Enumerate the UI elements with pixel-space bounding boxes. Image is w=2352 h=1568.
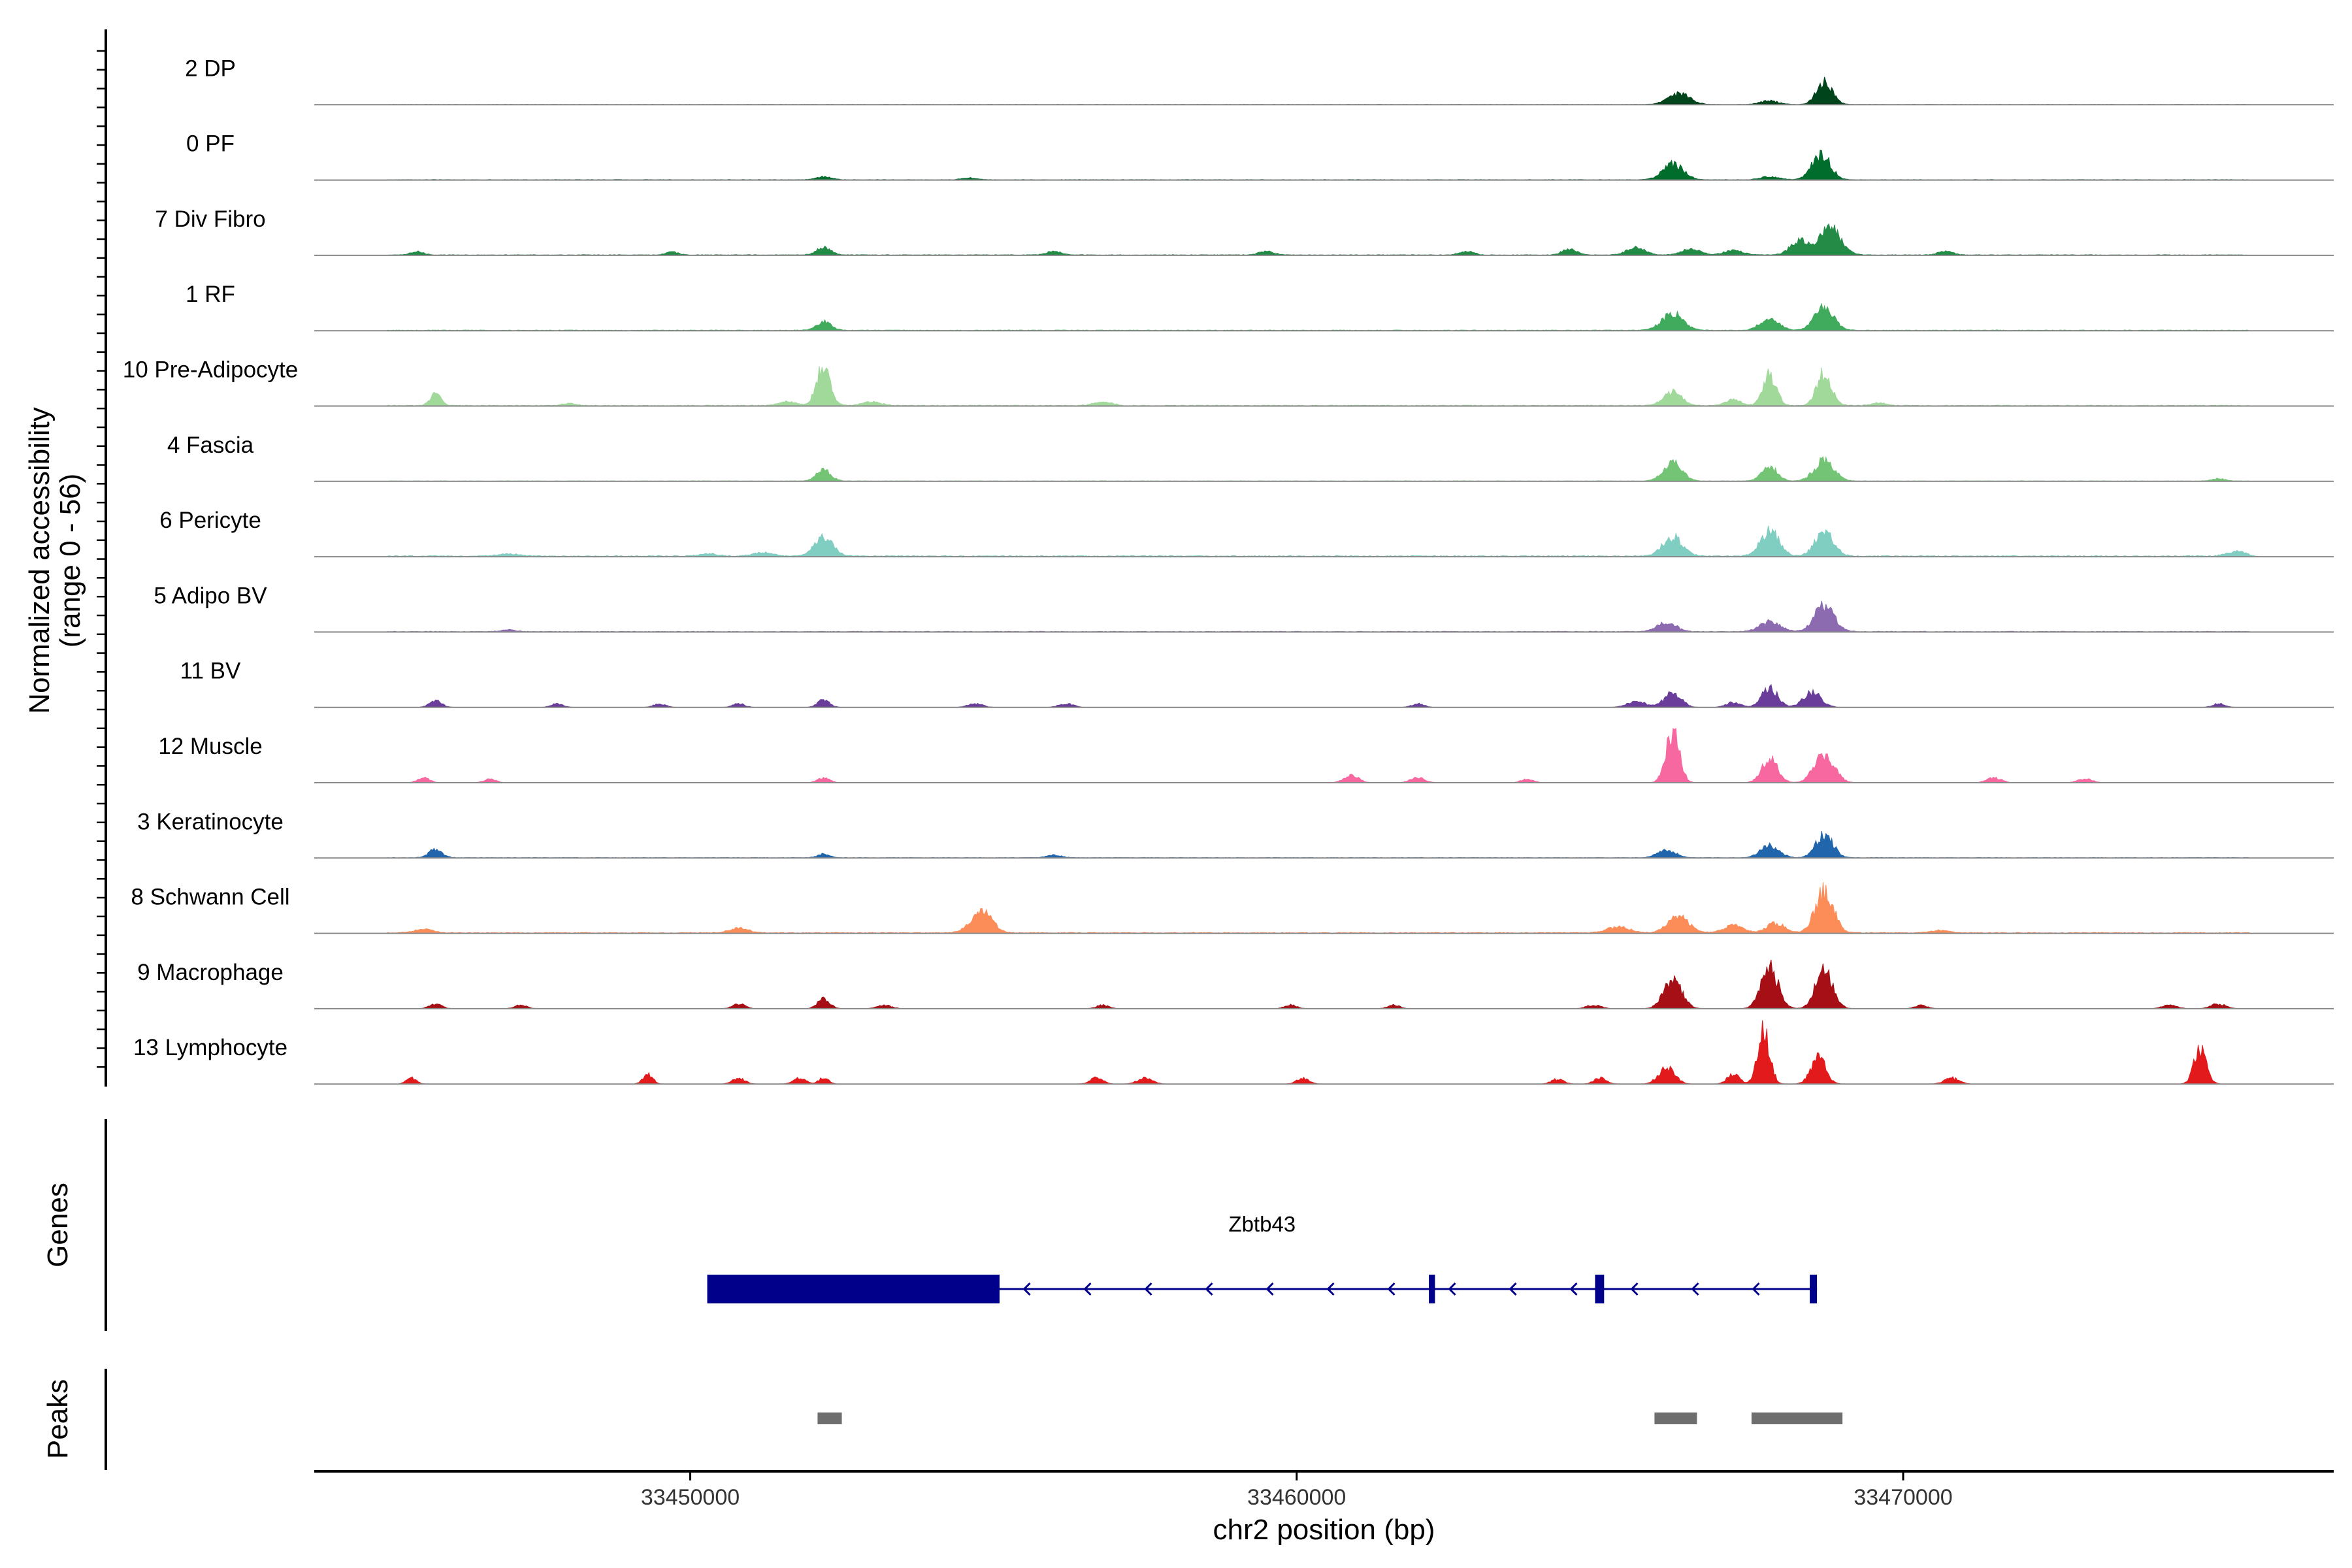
track-label: 8 Schwann Cell bbox=[131, 885, 289, 910]
gene-name: Zbtb43 bbox=[1228, 1212, 1296, 1236]
coverage-area bbox=[314, 150, 2334, 181]
y-axis bbox=[97, 29, 107, 1087]
gene-exon bbox=[1429, 1275, 1435, 1303]
y-axis-label: Normalized accessibility (range 0 - 56) bbox=[24, 407, 86, 713]
track-label: 1 RF bbox=[186, 282, 235, 307]
coverage-track: 12 Muscle bbox=[158, 727, 2334, 783]
track-label: 0 PF bbox=[186, 131, 235, 157]
coverage-area bbox=[314, 831, 2334, 858]
coverage-area bbox=[314, 302, 2334, 331]
track-label: 7 Div Fibro bbox=[155, 206, 265, 232]
strand-chevron bbox=[1630, 1282, 1639, 1296]
peak-panel-label: Peaks bbox=[42, 1379, 74, 1459]
coverage-track: 9 Macrophage bbox=[137, 960, 2334, 1009]
coverage-area bbox=[314, 683, 2334, 708]
track-label: 4 Fascia bbox=[167, 433, 254, 458]
strand-chevron bbox=[1266, 1282, 1274, 1296]
coverage-track: 5 Adipo BV bbox=[154, 583, 2334, 633]
strand-chevron bbox=[1022, 1282, 1031, 1296]
strand-chevron bbox=[1691, 1282, 1699, 1296]
track-label: 3 Keratinocyte bbox=[137, 809, 284, 834]
x-tick-label: 33450000 bbox=[641, 1485, 740, 1510]
coverage-area bbox=[314, 456, 2334, 482]
track-label: 12 Muscle bbox=[158, 734, 263, 759]
peak-panel: Peaks bbox=[42, 1369, 1843, 1470]
coverage-track: 0 PF bbox=[186, 131, 2334, 181]
track-label: 2 DP bbox=[185, 56, 236, 81]
strand-chevron bbox=[1569, 1282, 1578, 1296]
coverage-track: 3 Keratinocyte bbox=[137, 809, 2334, 859]
strand-chevron bbox=[1326, 1282, 1335, 1296]
strand-chevron bbox=[1205, 1282, 1213, 1296]
strand-chevron bbox=[1387, 1282, 1396, 1296]
track-label: 9 Macrophage bbox=[137, 960, 284, 985]
x-tick-label: 33460000 bbox=[1247, 1485, 1346, 1510]
gene-model: Zbtb43 bbox=[707, 1212, 1818, 1303]
track-label: 5 Adipo BV bbox=[154, 583, 267, 608]
coverage-area bbox=[314, 1020, 2334, 1085]
coverage-area bbox=[314, 882, 2334, 934]
coverage-area bbox=[314, 366, 2334, 406]
y-axis-title: Normalized accessibility bbox=[24, 407, 56, 713]
peak-region bbox=[1751, 1413, 1843, 1424]
coverage-track: 11 BV bbox=[180, 659, 2334, 708]
coverage-track: 1 RF bbox=[186, 282, 2334, 332]
peak-region bbox=[817, 1413, 842, 1424]
coverage-area bbox=[314, 76, 2334, 105]
peak-region bbox=[1654, 1413, 1697, 1424]
x-tick-label: 33470000 bbox=[1854, 1485, 1952, 1510]
coverage-track: 7 Div Fibro bbox=[155, 206, 2334, 256]
coverage-track: 10 Pre-Adipocyte bbox=[123, 357, 2334, 407]
coverage-tracks: 2 DP 0 PF 7 Div Fibro 1 RF 10 Pre-Adipocyte 4… bbox=[123, 56, 2334, 1085]
track-label: 13 Lymphocyte bbox=[133, 1035, 287, 1060]
gene-panel: Genes Zbtb43 bbox=[42, 1119, 1818, 1331]
x-axis: 33450000 33460000 33470000 chr2 position (b… bbox=[314, 1470, 2334, 1546]
coverage-track: 8 Schwann Cell bbox=[131, 882, 2334, 934]
coverage-track: 13 Lymphocyte bbox=[133, 1020, 2334, 1085]
track-label: 11 BV bbox=[180, 659, 241, 684]
gene-panel-label: Genes bbox=[42, 1183, 74, 1267]
coverage-track: 4 Fascia bbox=[167, 433, 2334, 482]
track-label: 6 Pericyte bbox=[159, 508, 261, 533]
coverage-area bbox=[314, 727, 2334, 783]
x-axis-title: chr2 position (bp) bbox=[1213, 1514, 1435, 1546]
y-axis-range: (range 0 - 56) bbox=[54, 474, 86, 648]
coverage-area bbox=[314, 600, 2334, 632]
coverage-track: 6 Pericyte bbox=[159, 508, 2334, 558]
gene-exon bbox=[1810, 1275, 1818, 1303]
strand-chevron bbox=[1752, 1282, 1760, 1296]
strand-chevron bbox=[1144, 1282, 1152, 1296]
coverage-area bbox=[314, 525, 2334, 557]
strand-chevron bbox=[1448, 1282, 1456, 1296]
strand-chevron bbox=[1083, 1282, 1092, 1296]
coverage-area bbox=[314, 960, 2334, 1009]
track-label: 10 Pre-Adipocyte bbox=[123, 357, 298, 383]
gene-exon bbox=[707, 1275, 1000, 1303]
gene-exon bbox=[1595, 1275, 1605, 1303]
coverage-area bbox=[314, 223, 2334, 256]
strand-chevron bbox=[1509, 1282, 1517, 1296]
coverage-track: 2 DP bbox=[185, 56, 2334, 106]
